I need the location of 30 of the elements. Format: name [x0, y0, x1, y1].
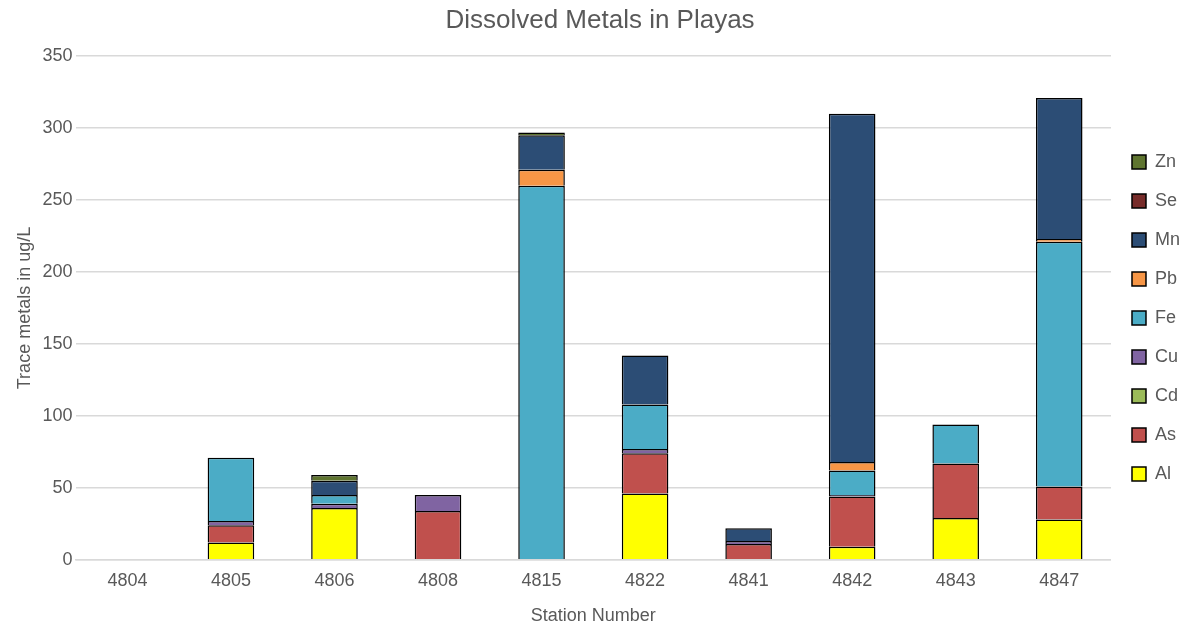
x-tick-label: 4842	[832, 569, 873, 590]
chart-title: Dissolved Metals in Playas	[445, 3, 755, 34]
x-tick-label: 4847	[1039, 569, 1080, 590]
x-tick-label: 4805	[210, 569, 251, 590]
x-tick-label: 4815	[521, 569, 562, 590]
legend-label: Cd	[1155, 384, 1179, 405]
x-tick-label: 4808	[417, 569, 459, 590]
y-tick-label: 300	[42, 117, 73, 138]
x-tick-label: 4841	[728, 569, 769, 590]
x-axis-title: Station Number	[530, 605, 656, 626]
y-tick-label: 0	[62, 548, 73, 569]
legend-label: Zn	[1155, 150, 1177, 171]
x-tick-label: 4822	[625, 569, 666, 590]
y-axis-title: Trace metals in ug/L	[13, 226, 34, 390]
legend-label: Se	[1155, 189, 1178, 210]
y-tick-label: 350	[42, 45, 73, 66]
legend-label: Al	[1155, 462, 1172, 483]
legend-label: Mn	[1155, 228, 1181, 249]
y-tick-label: 100	[42, 404, 73, 425]
y-tick-label: 50	[52, 476, 73, 497]
x-tick-label: 4806	[314, 569, 355, 590]
legend-label: Fe	[1155, 306, 1177, 327]
y-tick-label: 200	[42, 261, 73, 281]
legend-label: Cu	[1155, 345, 1179, 366]
y-tick-label: 150	[42, 332, 73, 353]
legend-label: As	[1155, 423, 1177, 444]
x-tick-label: 4843	[935, 569, 976, 590]
legend-label: Pb	[1155, 267, 1178, 288]
x-tick-label: 4804	[107, 569, 148, 590]
y-tick-label: 250	[42, 189, 73, 210]
